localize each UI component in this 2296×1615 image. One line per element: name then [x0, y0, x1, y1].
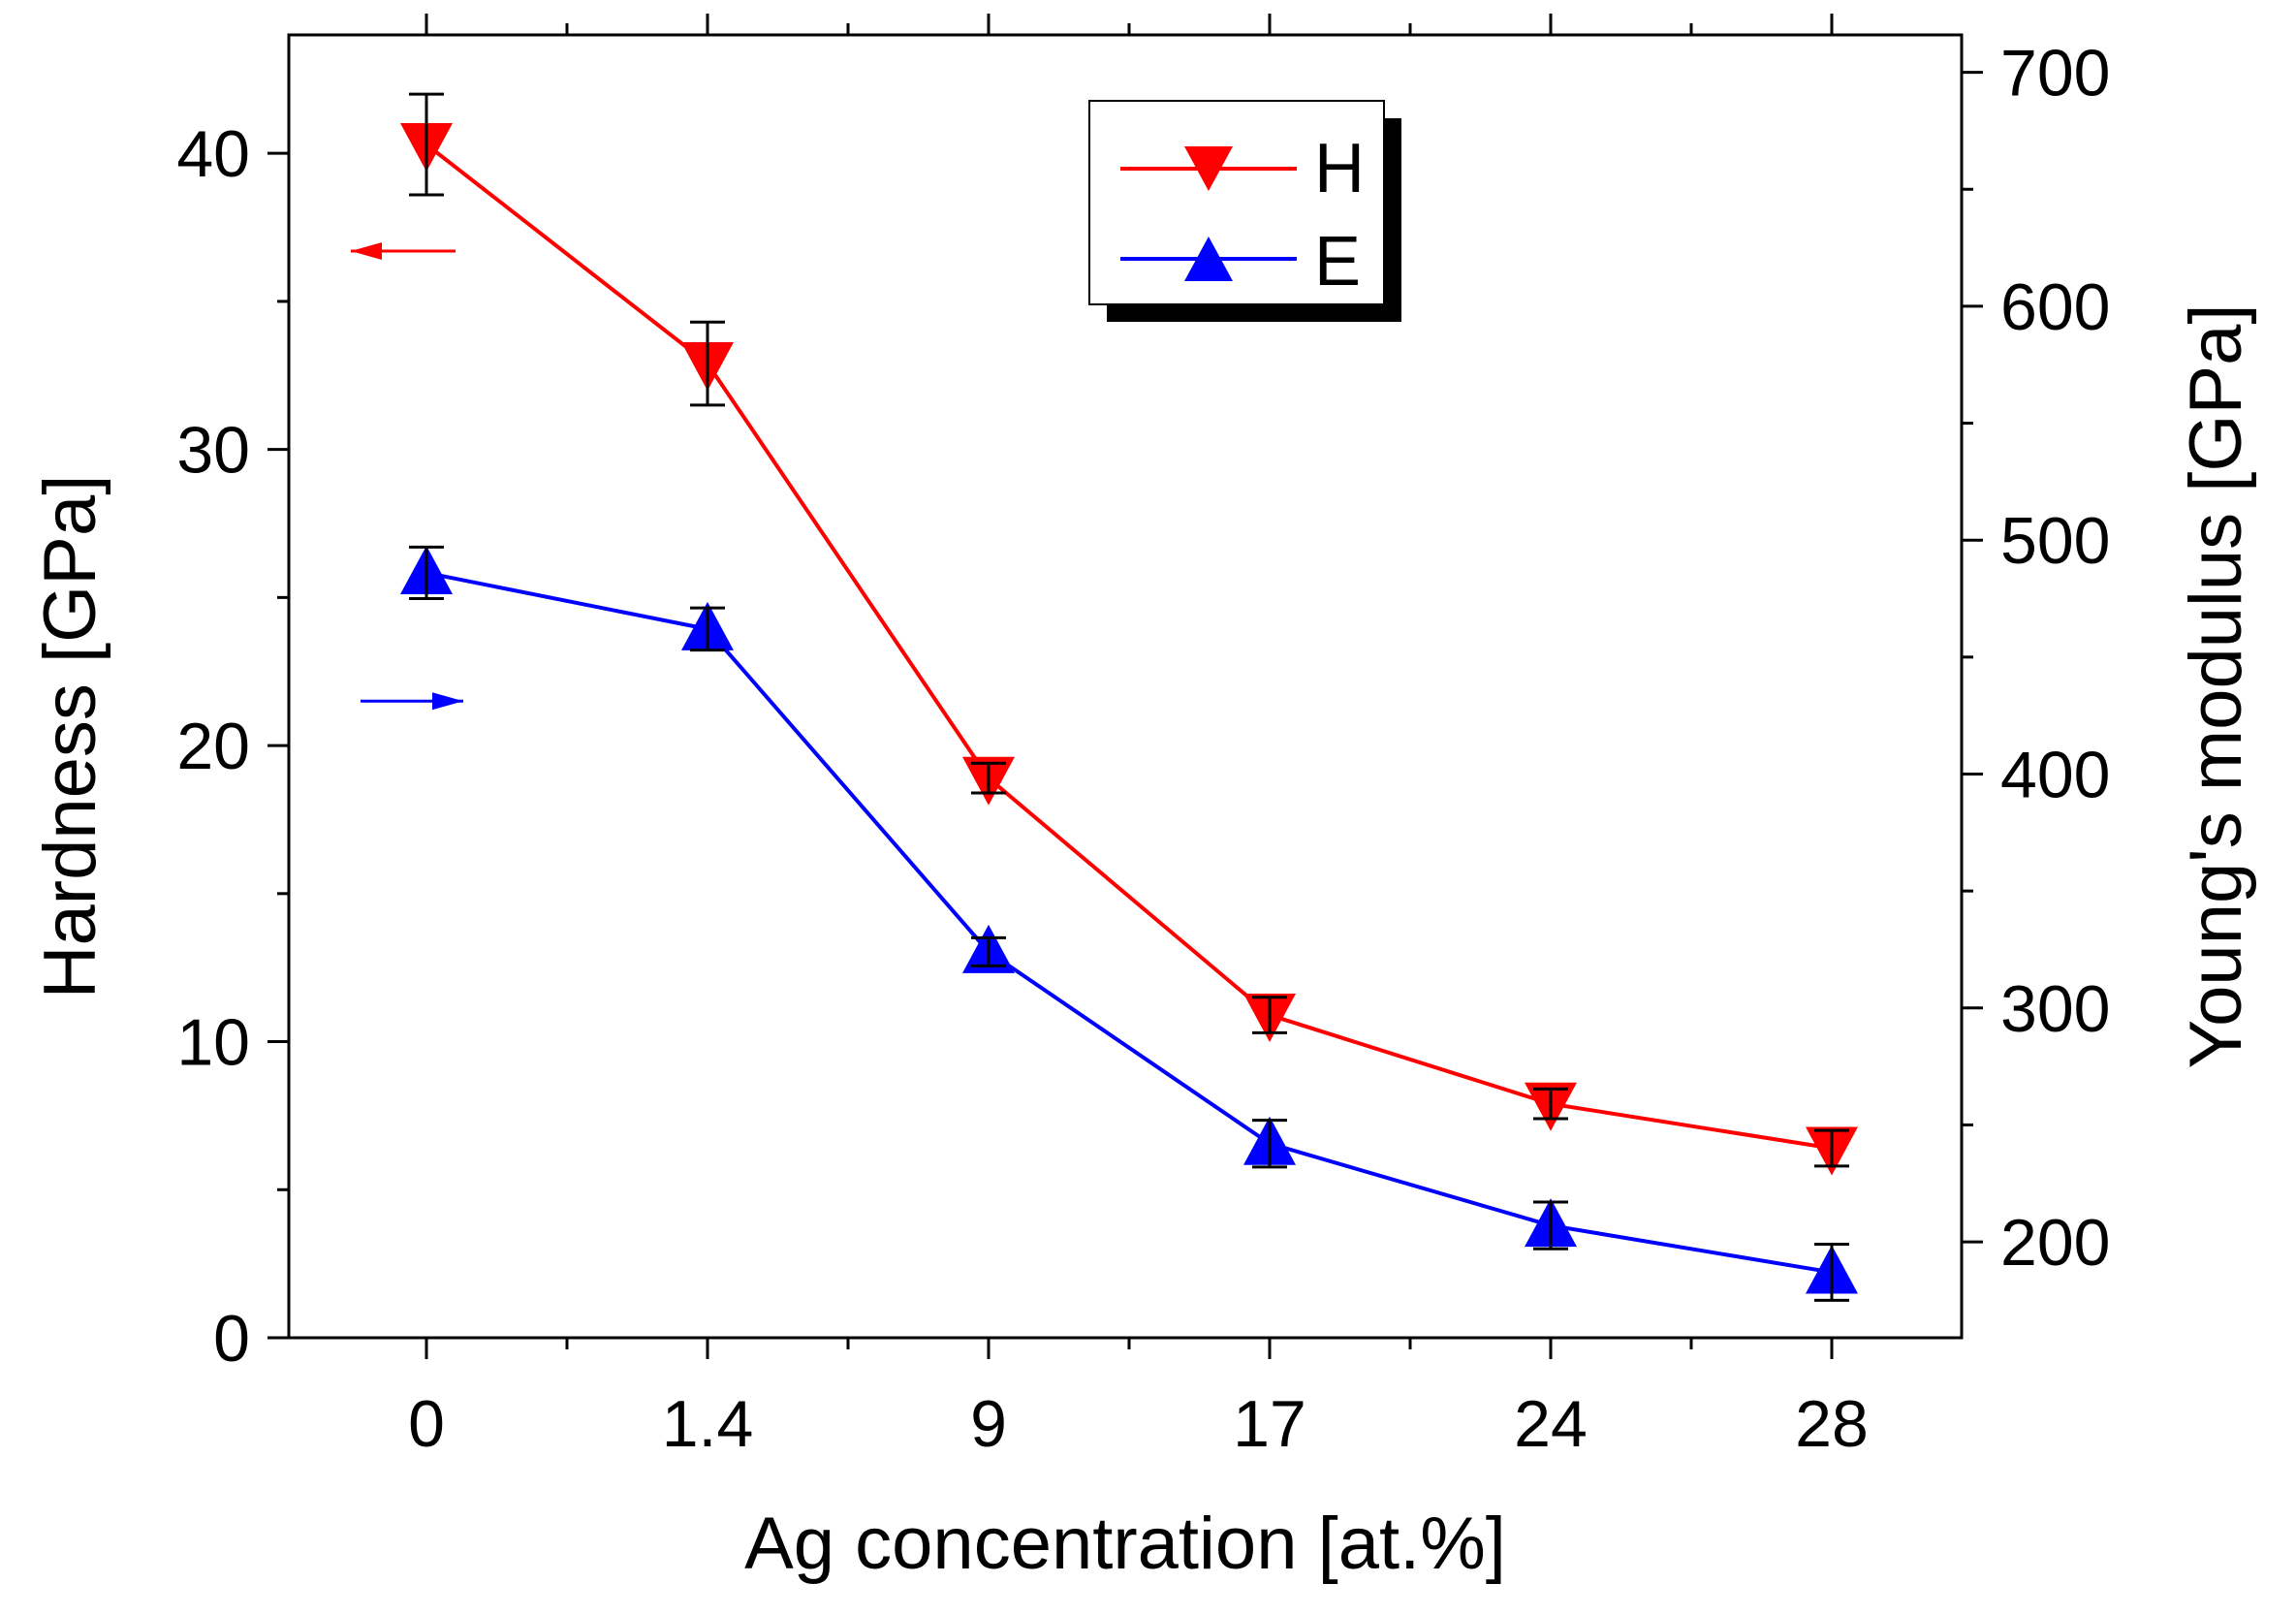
y-right-tick-label: 700 [2000, 37, 2110, 111]
y-right-tick-label: 600 [2000, 270, 2110, 344]
x-tick-label: 0 [408, 1387, 445, 1461]
y-right-tick-label: 300 [2000, 972, 2110, 1046]
series-line-E [425, 571, 1833, 1275]
x-axis-title: Ag concentration [at.%] [744, 1503, 1506, 1585]
legend-label-h: H [1314, 130, 1365, 207]
right-axis-arrow-head [432, 692, 463, 711]
y-axis-title-right: Young's modulus [GPa] [2175, 303, 2257, 1068]
x-tick-label: 17 [1233, 1387, 1306, 1461]
series-layer [400, 92, 1858, 1302]
series-H [400, 92, 1858, 1176]
y-axis-title-left: Hardness [GPa] [29, 475, 111, 999]
y-left-tick-label: 0 [213, 1302, 250, 1376]
annotations [351, 241, 463, 711]
y-left-tick-label: 40 [176, 117, 250, 191]
left-axis-arrow-head [351, 241, 382, 260]
tick-labels: 0 1.4 9 17 24 28 0 10 20 30 40 200 300 400 500 600 700 [176, 37, 2110, 1461]
series-E [400, 545, 1858, 1302]
x-tick-label: 9 [970, 1387, 1007, 1461]
legend: H E [1088, 100, 1401, 322]
y-right-tick-label: 500 [2000, 504, 2110, 578]
x-tick-label: 24 [1514, 1387, 1588, 1461]
plot-frame [287, 33, 1964, 1340]
y-right-tick-label: 400 [2000, 738, 2110, 811]
x-tick-label: 28 [1795, 1387, 1869, 1461]
y-left-tick-label: 30 [176, 414, 250, 488]
x-tick-label: 1.4 [662, 1387, 754, 1461]
legend-box [1088, 100, 1385, 305]
series-line-H [425, 142, 1833, 1151]
legend-label-e: E [1314, 223, 1361, 301]
legend-marker-h [1184, 146, 1233, 191]
y-left-tick-label: 10 [176, 1006, 250, 1080]
axis-ticks [267, 14, 1983, 1359]
y-left-tick-label: 20 [176, 710, 250, 783]
y-right-tick-label: 200 [2000, 1206, 2110, 1280]
legend-marker-e [1184, 237, 1233, 281]
